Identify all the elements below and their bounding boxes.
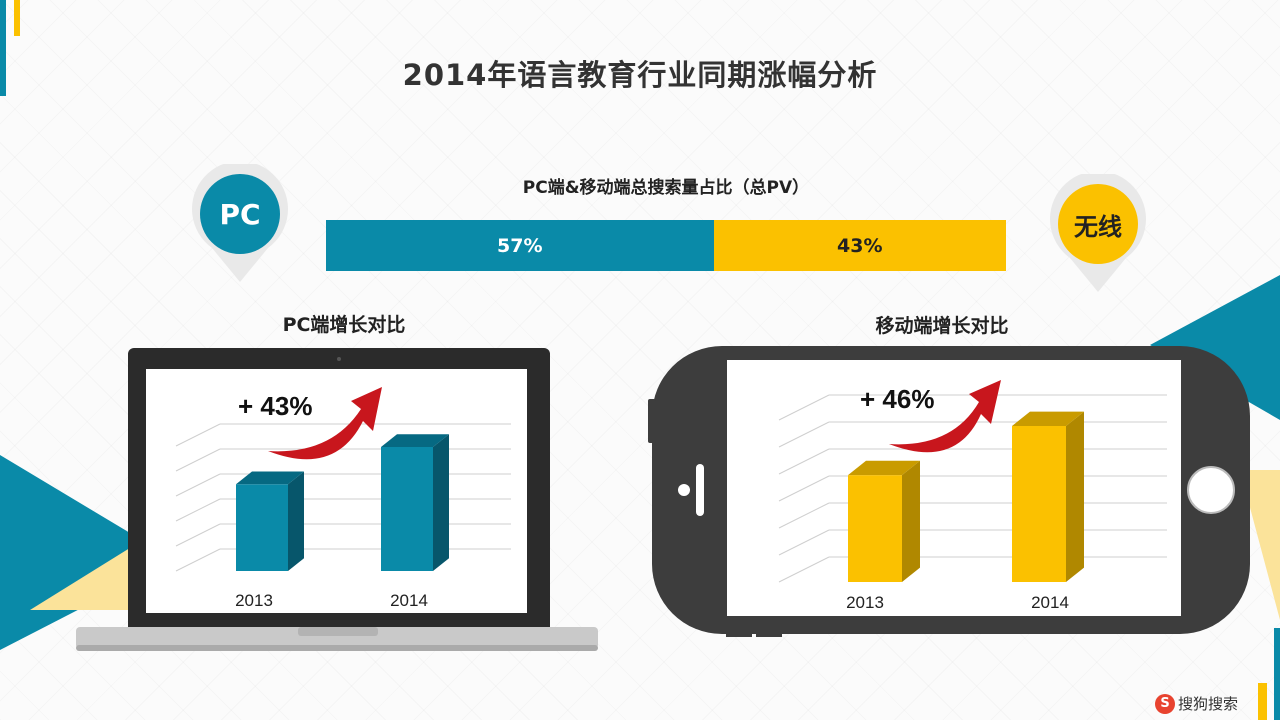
grid-diagonal <box>778 502 830 529</box>
bar-2014 <box>1012 426 1066 582</box>
mobile-pin-icon <box>1050 174 1146 292</box>
grid-diagonal <box>778 394 830 421</box>
bar-side-2014 <box>433 434 449 571</box>
page-title: 2014年语言教育行业同期涨幅分析 <box>402 58 878 92</box>
bar-2014 <box>381 447 433 571</box>
grid-diagonal <box>175 423 221 447</box>
mobile-growth-chart <box>778 380 1167 583</box>
mobile-growth-annotation: + 46% <box>860 384 935 414</box>
grid-diagonal <box>778 421 830 448</box>
right-teal-triangle <box>1150 275 1280 420</box>
grid-diagonal <box>175 548 221 572</box>
bar-2013 <box>236 484 288 571</box>
share-label-pc: 57% <box>497 234 543 257</box>
bar-2013 <box>848 475 902 582</box>
grid-diagonal <box>778 529 830 556</box>
bar-top-2014 <box>1012 411 1084 426</box>
top-left-accent-teal <box>0 0 6 96</box>
brand-text: 搜狗搜索 <box>1178 695 1239 713</box>
mobile-growth-title: 移动端增长对比 <box>875 315 1009 337</box>
pc-year-label-2014: 2014 <box>390 591 428 610</box>
pc-growth-title: PC端增长对比 <box>282 314 406 336</box>
bar-side-2013 <box>902 460 920 582</box>
left-teal-triangle <box>0 455 175 650</box>
bar-top-2014 <box>381 434 449 447</box>
bar-side-2014 <box>1066 411 1084 582</box>
phone-screen <box>727 360 1181 616</box>
share-chart-title: PC端&移动端总搜索量占比（总PV） <box>522 178 810 198</box>
brand-logo: S 搜狗搜索 <box>1155 693 1238 714</box>
pc-growth-chart <box>175 387 511 572</box>
share-segment-mobile: 43% <box>713 220 1006 271</box>
mobile-year-label-2013: 2013 <box>846 593 884 612</box>
share-stacked-bar: 57% 43% <box>326 220 1006 271</box>
laptop-screen <box>146 369 527 613</box>
growth-arrow-icon <box>889 380 1001 453</box>
mobile-badge-label: 无线 <box>1074 212 1122 241</box>
pc-growth-annotation: + 43% <box>238 391 313 421</box>
grid-diagonal <box>175 498 221 522</box>
mobile-year-label-2014: 2014 <box>1031 593 1069 612</box>
grid-diagonal <box>778 556 830 583</box>
bottom-right-accent-teal <box>1274 628 1280 720</box>
grid-diagonal <box>175 473 221 497</box>
grid-diagonal <box>778 475 830 502</box>
share-segment-pc: 57% <box>326 220 714 271</box>
top-left-accent-yellow <box>14 0 20 36</box>
bottom-right-accent-yellow <box>1258 683 1267 720</box>
pc-year-label-2013: 2013 <box>235 591 273 610</box>
growth-arrow-icon <box>268 387 382 460</box>
bar-side-2013 <box>288 471 304 571</box>
bar-top-2013 <box>236 471 304 485</box>
sogou-logo-icon: S <box>1155 693 1175 714</box>
bar-top-2013 <box>848 460 920 476</box>
grid-diagonal <box>778 448 830 475</box>
share-label-mobile: 43% <box>837 234 883 257</box>
pc-badge-label: PC <box>219 197 261 231</box>
grid-diagonal <box>175 448 221 472</box>
pc-pin-icon <box>192 164 288 282</box>
grid-diagonal <box>175 523 221 547</box>
